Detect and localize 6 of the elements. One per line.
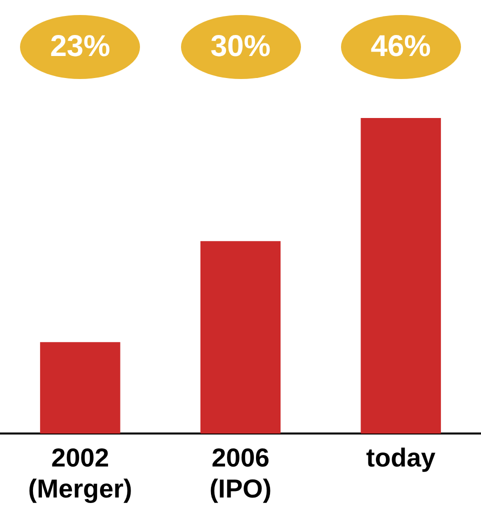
x-tick-label: 2006 (IPO) [209, 442, 272, 504]
oval-badge: 23% [20, 15, 140, 79]
oval-badge: 46% [340, 15, 461, 79]
x-tick-label: today [366, 442, 436, 472]
x-tick-label: 2002 (Merger) [28, 442, 132, 504]
oval-badge: 30% [180, 15, 300, 79]
